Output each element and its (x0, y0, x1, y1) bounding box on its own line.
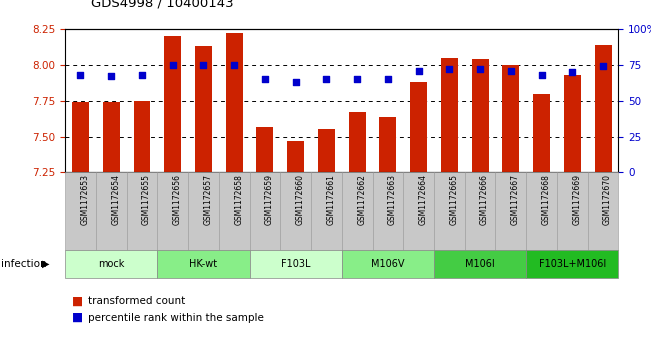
Bar (380, 117, 396, 172)
Point (229, 62, 240, 68)
Text: GSM1172665: GSM1172665 (449, 174, 458, 225)
Text: GSM1172654: GSM1172654 (111, 174, 120, 225)
Bar (256, 127, 273, 172)
Text: GSM1172657: GSM1172657 (203, 174, 212, 225)
Bar (349, 112, 366, 172)
Text: M106I: M106I (465, 259, 495, 269)
Bar (103, 102, 120, 172)
Text: M106V: M106V (371, 259, 405, 269)
Text: GDS4998 / 10400143: GDS4998 / 10400143 (91, 0, 234, 9)
Text: GSM1172653: GSM1172653 (81, 174, 89, 225)
Bar (410, 82, 427, 172)
Bar (133, 101, 150, 172)
Point (260, 76, 270, 82)
Text: ▶: ▶ (42, 259, 49, 269)
Text: GSM1172658: GSM1172658 (234, 174, 243, 225)
Text: GSM1172670: GSM1172670 (603, 174, 612, 225)
Text: GSM1172666: GSM1172666 (480, 174, 489, 225)
Text: GSM1172669: GSM1172669 (572, 174, 581, 225)
Text: GSM1172663: GSM1172663 (388, 174, 397, 225)
Text: ■: ■ (72, 295, 83, 308)
Bar (594, 45, 611, 172)
Point (536, 72, 547, 78)
Bar (195, 46, 212, 172)
Point (321, 76, 331, 82)
Point (198, 62, 208, 68)
Text: GSM1172659: GSM1172659 (265, 174, 274, 225)
Point (413, 68, 424, 74)
Text: percentile rank within the sample: percentile rank within the sample (88, 313, 264, 323)
Text: F103L+M106I: F103L+M106I (539, 259, 606, 269)
Point (598, 64, 608, 69)
Text: GSM1172662: GSM1172662 (357, 174, 366, 225)
Text: GSM1172667: GSM1172667 (511, 174, 520, 225)
Point (76, 72, 86, 78)
Text: GSM1172660: GSM1172660 (296, 174, 305, 225)
Text: GSM1172661: GSM1172661 (326, 174, 335, 225)
Text: GSM1172668: GSM1172668 (542, 174, 551, 225)
Text: ■: ■ (72, 311, 83, 324)
Bar (226, 33, 243, 172)
Bar (164, 36, 181, 172)
Point (106, 73, 117, 79)
Point (290, 79, 301, 85)
Text: infection: infection (1, 259, 47, 269)
Bar (503, 65, 519, 172)
Point (444, 66, 454, 72)
Point (475, 66, 485, 72)
Point (567, 69, 577, 75)
Text: mock: mock (98, 259, 124, 269)
Text: GSM1172664: GSM1172664 (419, 174, 428, 225)
Text: GSM1172656: GSM1172656 (173, 174, 182, 225)
Point (352, 76, 363, 82)
Text: GSM1172655: GSM1172655 (142, 174, 151, 225)
Bar (564, 75, 581, 172)
Bar (287, 141, 304, 172)
Point (383, 76, 393, 82)
Bar (441, 58, 458, 172)
Point (137, 72, 147, 78)
Text: HK-wt: HK-wt (189, 259, 217, 269)
Text: transformed count: transformed count (88, 296, 185, 306)
Bar (72, 102, 89, 172)
Bar (472, 59, 488, 172)
Point (506, 68, 516, 74)
Bar (318, 129, 335, 172)
Bar (533, 94, 550, 172)
Text: F103L: F103L (281, 259, 311, 269)
Point (167, 62, 178, 68)
